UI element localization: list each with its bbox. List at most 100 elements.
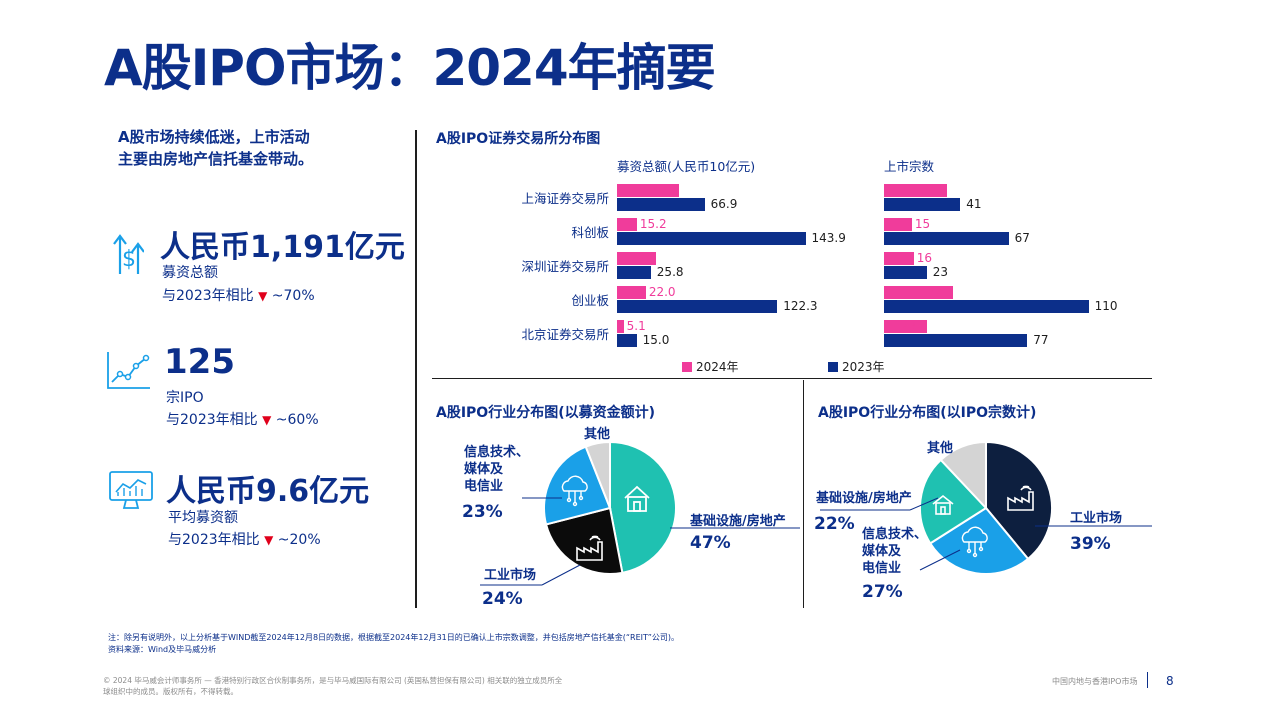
comparison-value: ~70% bbox=[271, 288, 315, 304]
count-bar-2023 bbox=[884, 198, 961, 211]
legend-label-2024: 2024年 bbox=[696, 360, 739, 374]
industry-count-pie bbox=[820, 440, 1152, 575]
count-bar-2023 bbox=[884, 232, 1009, 245]
infrastructure-icon bbox=[932, 494, 954, 515]
pie-slice-other bbox=[584, 440, 611, 509]
proceeds-infra-percent: 47% bbox=[690, 533, 731, 553]
proceeds-tech-percent: 23% bbox=[462, 502, 503, 522]
proceeds-column-header: 募资总额(人民币10亿元) bbox=[617, 159, 756, 174]
kpi-total-proceeds-label: 募资总额 bbox=[162, 265, 218, 281]
count-bar-2024 bbox=[884, 218, 912, 231]
count-value-2024: 34 bbox=[921, 183, 937, 197]
down-arrow-icon: ▼ bbox=[258, 289, 268, 303]
money-arrow-icon: $ bbox=[112, 224, 145, 280]
label-line: 电信业 bbox=[862, 561, 902, 576]
page-title: A股IPO市场：2024年摘要 bbox=[104, 39, 716, 97]
pie-slice-infrastructure bbox=[609, 440, 677, 575]
legend-swatch-2024 bbox=[682, 361, 692, 372]
proceeds-value-2023: 122.3 bbox=[783, 299, 818, 313]
proceeds-industrial-percent: 24% bbox=[482, 589, 523, 609]
count-tech-percent: 27% bbox=[862, 582, 903, 602]
vertical-divider-main bbox=[415, 130, 417, 608]
copyright-line-2: 球组织中的成员。版权所有，不得转载。 bbox=[103, 687, 238, 696]
proceeds-bar-2023 bbox=[617, 334, 637, 347]
legend-2024: 2024年 bbox=[682, 358, 739, 375]
pie-slice-industrial bbox=[544, 506, 624, 575]
comparison-value: ~20% bbox=[277, 532, 321, 548]
kpi-total-proceeds-comparison: 与2023年相比 ▼ ~70% bbox=[162, 285, 315, 305]
proceeds-value-2023: 143.9 bbox=[811, 231, 846, 245]
industry-proceeds-title: A股IPO行业分布图(以募资金额计) bbox=[436, 405, 656, 421]
legend-2023: 2023年 bbox=[828, 358, 885, 375]
count-bar-2024 bbox=[884, 184, 948, 197]
proceeds-bar-2023 bbox=[617, 266, 651, 279]
count-infra-label: 基础设施/房地产 bbox=[816, 491, 912, 506]
factory-wifi-icon bbox=[576, 535, 603, 561]
proceeds-value-2024: 29.8 bbox=[630, 251, 657, 265]
count-bar-2023 bbox=[884, 300, 1089, 313]
label-line: 媒体及 bbox=[464, 462, 504, 477]
count-bar-2023 bbox=[884, 334, 1028, 347]
count-value-2023: 110 bbox=[1094, 299, 1118, 313]
exchange-category-label: 上海证券交易所 bbox=[521, 191, 609, 206]
count-bar-2024 bbox=[884, 252, 914, 265]
infrastructure-icon bbox=[624, 485, 650, 512]
count-value-2024: 23 bbox=[900, 319, 917, 333]
page-number: 8 bbox=[1166, 674, 1174, 688]
copyright: © 2024 毕马威会计师事务所 — 香港特别行政区合伙制事务所，是与毕马威国际… bbox=[103, 675, 623, 697]
kpi-avg-proceeds-label: 平均募资额 bbox=[168, 510, 238, 526]
comparison-value: ~60% bbox=[275, 412, 319, 428]
comparison-prefix: 与2023年相比 bbox=[166, 412, 258, 428]
kpi-ipo-count-value: 125 bbox=[164, 342, 235, 382]
kpi-avg-proceeds-value: 人民币9.6亿元 bbox=[166, 474, 370, 509]
vertical-divider-pies bbox=[803, 380, 804, 608]
count-industrial-label: 工业市场 bbox=[1070, 511, 1123, 526]
count-value-2024: 16 bbox=[916, 251, 933, 265]
count-value-2024: 15 bbox=[914, 217, 931, 231]
cloud-network-icon bbox=[561, 475, 588, 507]
industry-count-title: A股IPO行业分布图(以IPO宗数计) bbox=[818, 405, 1037, 421]
proceeds-value-2024: 47.0 bbox=[652, 183, 680, 197]
exchange-category-label: 科创板 bbox=[571, 225, 609, 240]
count-bar-2024 bbox=[884, 286, 953, 299]
proceeds-tech-label: 信息技术、 媒体及 电信业 bbox=[464, 444, 529, 495]
count-value-2024: 37 bbox=[926, 285, 943, 299]
down-arrow-icon: ▼ bbox=[264, 533, 274, 547]
count-bar-2024 bbox=[884, 320, 927, 333]
count-industrial-percent: 39% bbox=[1070, 534, 1111, 554]
footnote-line-1: 注：除另有说明外，以上分析基于WIND截至2024年12月8日的数据，根据截至2… bbox=[108, 633, 679, 642]
pie-slice-other bbox=[939, 440, 987, 511]
count-column-header: 上市宗数 bbox=[884, 159, 935, 174]
exchange-category-label: 深圳证券交易所 bbox=[521, 259, 609, 274]
proceeds-value-2023: 25.8 bbox=[656, 265, 684, 279]
intro-line-1: A股市场持续低迷，上市活动 bbox=[118, 128, 310, 146]
industry-proceeds-pie bbox=[480, 440, 800, 586]
label-line: 媒体及 bbox=[862, 544, 902, 559]
kpi-ipo-count-comparison: 与2023年相比 ▼ ~60% bbox=[166, 409, 319, 429]
proceeds-bar-2024 bbox=[617, 218, 637, 231]
proceeds-bar-2023 bbox=[617, 232, 806, 245]
legend-label-2023: 2023年 bbox=[842, 360, 885, 374]
proceeds-other-label: 其他 bbox=[584, 427, 611, 442]
proceeds-value-2023: 66.9 bbox=[710, 197, 738, 211]
kpi-total-proceeds-value: 人民币1,191亿元 bbox=[160, 230, 405, 265]
intro-line-2: 主要由房地产信托基金带动。 bbox=[118, 150, 314, 168]
svg-text:$: $ bbox=[122, 247, 136, 272]
footer-separator bbox=[1147, 672, 1148, 688]
proceeds-bar-2023 bbox=[617, 198, 705, 211]
count-bar-2023 bbox=[884, 266, 927, 279]
exchange-category-label: 北京证券交易所 bbox=[521, 327, 609, 342]
proceeds-bar-2024 bbox=[617, 286, 646, 299]
exchange-category-label: 创业板 bbox=[571, 293, 609, 308]
proceeds-value-2023: 15.0 bbox=[642, 333, 670, 347]
cloud-network-icon bbox=[961, 526, 988, 558]
monitor-chart-icon bbox=[108, 470, 154, 516]
horizontal-divider-right bbox=[432, 378, 1152, 379]
count-tech-label: 信息技术、 媒体及 电信业 bbox=[862, 526, 927, 577]
footer-title: 中国内地与香港IPO市场 bbox=[1052, 677, 1138, 686]
footnote: 注：除另有说明外，以上分析基于WIND截至2024年12月8日的数据，根据截至2… bbox=[108, 632, 679, 656]
pie-slice-tech bbox=[543, 445, 612, 526]
proceeds-industrial-label: 工业市场 bbox=[484, 568, 537, 583]
label-line: 信息技术、 bbox=[464, 445, 530, 460]
comparison-prefix: 与2023年相比 bbox=[162, 288, 254, 304]
